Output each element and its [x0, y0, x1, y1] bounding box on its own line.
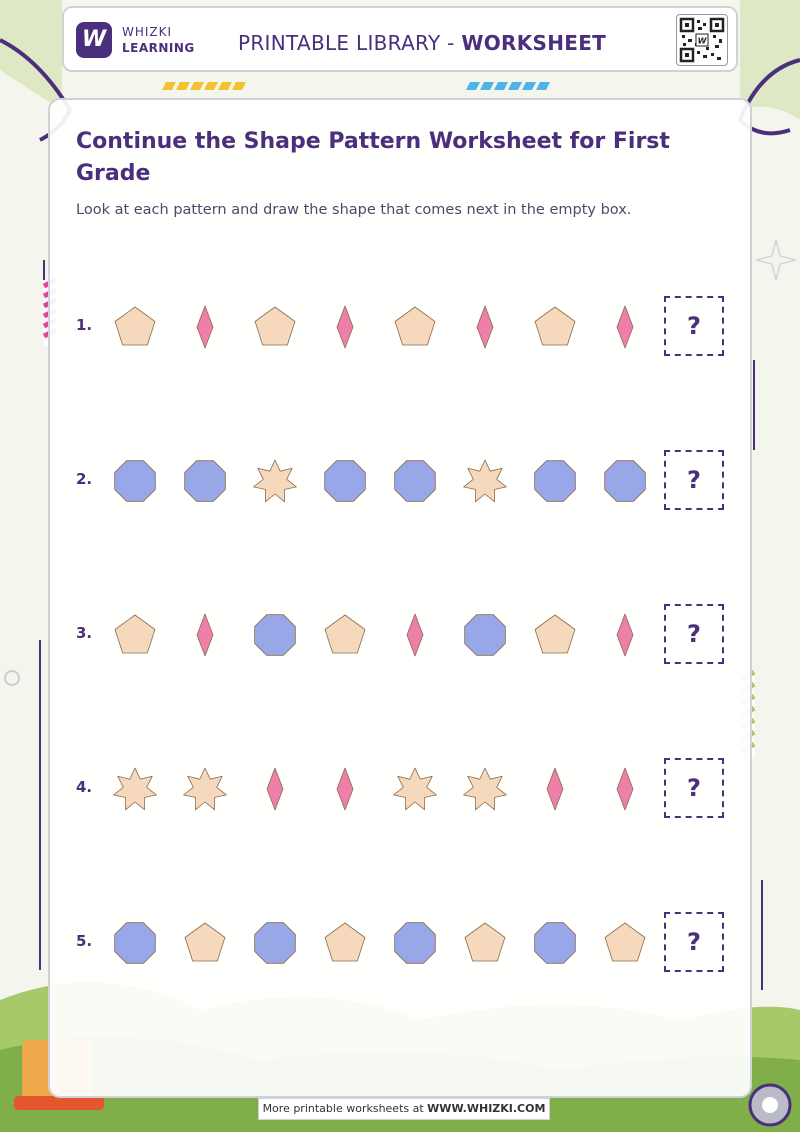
header-frame	[62, 6, 738, 72]
pentagon-icon	[534, 306, 576, 346]
pentagon-icon	[114, 306, 156, 346]
star-icon	[183, 767, 227, 811]
star-icon	[463, 459, 507, 503]
footer-url[interactable]: WWW.WHIZKI.COM	[427, 1102, 546, 1115]
row-number: 4.	[76, 778, 93, 796]
pattern-row: 3.?	[0, 594, 800, 674]
brand-line-1: WHIZKI	[122, 25, 173, 39]
octagon-icon	[534, 460, 576, 502]
star-icon	[393, 767, 437, 811]
pentagon-icon	[114, 614, 156, 654]
worksheet-title: Continue the Shape Pattern Worksheet for…	[76, 129, 670, 186]
answer-box[interactable]: ?	[664, 296, 724, 356]
octagon-icon	[254, 614, 296, 656]
pattern-row: 4.?	[0, 748, 800, 828]
star-icon	[113, 767, 157, 811]
row-number: 5.	[76, 932, 93, 950]
octagon-icon	[464, 614, 506, 656]
footer-link[interactable]: More printable worksheets at WWW.WHIZKI.…	[258, 1098, 550, 1120]
footer-text-prefix: More printable worksheets at	[262, 1102, 428, 1115]
octagon-icon	[184, 460, 226, 502]
octagon-icon	[394, 922, 436, 964]
pentagon-icon	[604, 922, 646, 962]
octagon-icon	[604, 460, 646, 502]
pattern-row: 5.?	[0, 902, 800, 982]
pentagon-icon	[324, 922, 366, 962]
diamond-icon	[266, 767, 284, 811]
row-number: 2.	[76, 470, 93, 488]
star-icon	[253, 459, 297, 503]
answer-box[interactable]: ?	[664, 912, 724, 972]
octagon-icon	[254, 922, 296, 964]
diamond-icon	[476, 305, 494, 349]
diamond-icon	[546, 767, 564, 811]
octagon-icon	[324, 460, 366, 502]
diamond-icon	[406, 613, 424, 657]
answer-box[interactable]: ?	[664, 758, 724, 818]
brand-name[interactable]: WHIZKI LEARNING	[122, 24, 195, 56]
worksheet-instructions: Look at each pattern and draw the shape …	[76, 202, 632, 218]
diamond-icon	[336, 767, 354, 811]
diamond-icon	[336, 305, 354, 349]
brand-line-2: LEARNING	[122, 41, 195, 55]
answer-box[interactable]: ?	[664, 604, 724, 664]
octagon-icon	[114, 922, 156, 964]
row-number: 1.	[76, 316, 93, 334]
star-icon	[463, 767, 507, 811]
pentagon-icon	[254, 306, 296, 346]
answer-box[interactable]: ?	[664, 450, 724, 510]
pentagon-icon	[184, 922, 226, 962]
diamond-icon	[196, 305, 214, 349]
pattern-row: 2.?	[0, 440, 800, 520]
qr-code-icon[interactable]: W	[676, 14, 728, 66]
diamond-icon	[196, 613, 214, 657]
pentagon-icon	[534, 614, 576, 654]
whizki-logo-icon[interactable]: W	[76, 22, 112, 58]
row-number: 3.	[76, 624, 93, 642]
pentagon-icon	[394, 306, 436, 346]
octagon-icon	[394, 460, 436, 502]
octagon-icon	[534, 922, 576, 964]
diamond-icon	[616, 305, 634, 349]
header-title-bold: WORKSHEET	[461, 31, 607, 55]
octagon-icon	[114, 460, 156, 502]
pentagon-icon	[464, 922, 506, 962]
qr-logo-letter: W	[698, 37, 708, 46]
pattern-row: 1.?	[0, 286, 800, 366]
header-title-prefix: PRINTABLE LIBRARY -	[238, 31, 462, 55]
pentagon-icon	[324, 614, 366, 654]
diamond-icon	[616, 613, 634, 657]
header-title: PRINTABLE LIBRARY - WORKSHEET	[238, 31, 606, 55]
diamond-icon	[616, 767, 634, 811]
